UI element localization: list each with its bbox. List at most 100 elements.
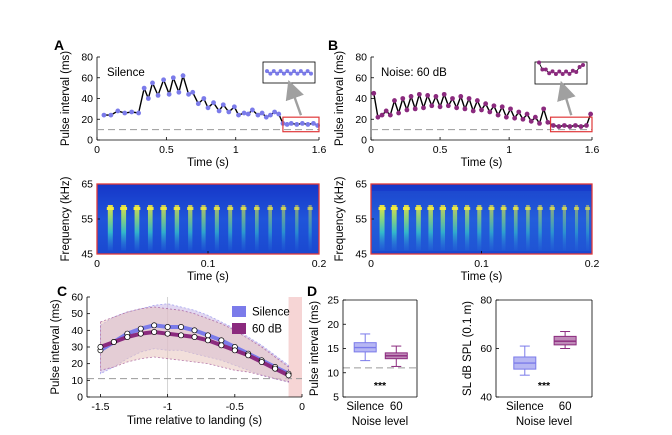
- data-point: [499, 104, 505, 110]
- x-tick-label: -1: [163, 401, 172, 413]
- data-point: [466, 96, 472, 101]
- data-point: [508, 106, 513, 112]
- x-tick-label: -1.5: [91, 401, 109, 413]
- x-tick-label: 0: [299, 401, 305, 413]
- inset-data-point: [564, 69, 569, 74]
- y-tick-label: 0: [87, 135, 93, 147]
- echolocation-pulse: [379, 205, 385, 251]
- echolocation-pulse: [489, 205, 494, 251]
- mean-point: [218, 342, 225, 349]
- y-tick-label: 50: [71, 308, 83, 320]
- data-point: [483, 101, 489, 107]
- y-tick-label: 10: [71, 375, 83, 387]
- data-point: [412, 106, 418, 112]
- data-point: [195, 101, 201, 107]
- y-axis-label: Pulse interval (ms): [334, 51, 346, 146]
- pulse-peak-band: [200, 207, 207, 210]
- data-point: [259, 110, 265, 116]
- data-point: [567, 124, 573, 129]
- mean-point: [110, 339, 117, 345]
- echolocation-pulse: [174, 205, 180, 251]
- echolocation-pulse: [214, 205, 219, 251]
- data-point: [205, 105, 211, 111]
- pulse-peak-band: [227, 207, 234, 210]
- echolocation-pulse: [134, 205, 140, 251]
- y-tick-label: 20: [81, 114, 93, 126]
- echolocation-pulse: [391, 205, 397, 251]
- x-tick-label: 0.1: [201, 258, 216, 270]
- data-point: [263, 114, 269, 120]
- data-point: [231, 104, 237, 110]
- pulse-peak-band: [573, 207, 580, 210]
- data-point: [479, 107, 484, 113]
- data-point: [211, 100, 216, 106]
- data-point: [375, 114, 381, 120]
- data-point: [545, 119, 551, 125]
- data-point: [141, 85, 147, 91]
- x-tick-label: 0.5: [159, 144, 174, 156]
- panel-letter-b: B: [328, 37, 338, 53]
- pulse-peak-band: [106, 207, 114, 210]
- y-tick-label: 30: [71, 342, 83, 354]
- echolocation-pulse: [188, 205, 193, 251]
- echolocation-pulse: [403, 205, 409, 251]
- data-point: [371, 90, 377, 96]
- mean-point: [164, 330, 171, 337]
- inset-data-point: [570, 68, 575, 73]
- spectrogram-background: [97, 184, 319, 254]
- y-tick-label: 45: [81, 249, 93, 261]
- zoom-highlight-box: [549, 116, 593, 133]
- data-point: [437, 104, 443, 110]
- y-tick-label: 40: [480, 392, 492, 404]
- echolocation-pulse: [526, 205, 530, 251]
- data-point: [441, 91, 447, 97]
- echolocation-pulse: [295, 205, 299, 251]
- pulse-peak-band: [512, 207, 519, 210]
- legend-swatch: [232, 323, 246, 334]
- pulse-peak-band: [280, 207, 287, 210]
- echolocation-pulse: [281, 205, 286, 251]
- y-tick-label: 80: [355, 52, 367, 64]
- inset-data-point: [547, 71, 552, 76]
- data-point: [190, 89, 196, 95]
- data-point: [176, 89, 182, 95]
- y-axis-label: Frequency (kHz): [60, 176, 72, 261]
- data-point: [561, 123, 567, 128]
- data-point: [186, 91, 191, 97]
- y-tick-label: 65: [81, 179, 93, 191]
- data-point: [491, 103, 497, 109]
- data-point: [383, 108, 389, 114]
- data-point: [454, 105, 460, 111]
- echolocation-pulse: [147, 205, 153, 251]
- data-point: [268, 112, 273, 118]
- data-point: [136, 110, 142, 116]
- data-point: [520, 116, 526, 122]
- pulse-peak-band: [133, 207, 141, 210]
- panel-d-source-level-boxplot: Silence 60 *** 40 60 80 Noise level SL dB SPL (…: [462, 295, 593, 428]
- echolocation-pulse: [255, 205, 259, 251]
- category-label: Silence: [506, 401, 544, 413]
- pulse-peak-band: [402, 207, 410, 210]
- y-tick-label: 80: [480, 295, 492, 307]
- echolocation-pulse: [586, 205, 590, 251]
- pulse-peak-band: [294, 207, 300, 210]
- data-point: [458, 94, 464, 99]
- mean-point: [272, 365, 279, 372]
- x-tick-label: 0.2: [585, 258, 600, 270]
- data-point: [155, 92, 161, 98]
- data-point: [299, 121, 305, 126]
- data-point: [305, 122, 311, 127]
- mean-point: [151, 322, 158, 329]
- inset-data-point: [302, 71, 307, 76]
- pulse-peak-band: [160, 207, 167, 210]
- data-point: [245, 111, 251, 117]
- mean-point: [204, 332, 211, 339]
- panel-a-spectrogram: 0 0.1 0.2 45 55 65 Time (s) Frequency (kHz): [60, 176, 326, 283]
- panel-b-spectrogram: 0 0.1 0.2 45 55 65 Time (s) Frequency (kHz): [334, 176, 599, 283]
- mean-point: [218, 337, 225, 344]
- y-tick-label: 40: [355, 93, 367, 105]
- mean-point: [97, 344, 104, 350]
- y-tick-label: 60: [81, 72, 93, 84]
- y-tick-label: 0: [361, 135, 367, 147]
- pulse-peak-band: [390, 207, 398, 210]
